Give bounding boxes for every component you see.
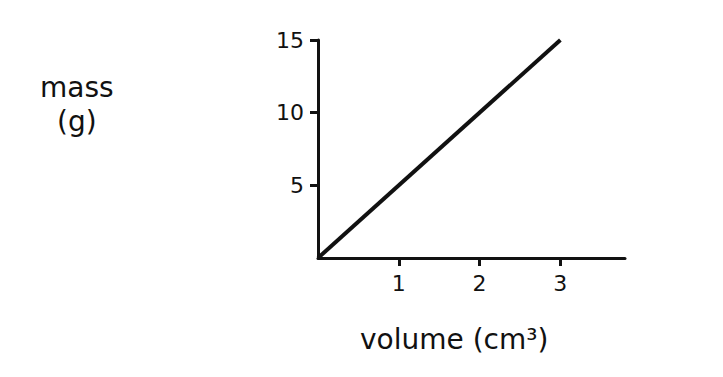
svg-text:3: 3 <box>553 271 567 296</box>
svg-text:10: 10 <box>276 100 304 125</box>
svg-text:15: 15 <box>276 28 304 53</box>
svg-text:volume (cm³): volume (cm³) <box>360 323 548 356</box>
svg-text:mass: mass <box>40 71 114 104</box>
svg-text:(g): (g) <box>57 105 97 138</box>
svg-text:2: 2 <box>473 271 487 296</box>
svg-text:1: 1 <box>392 271 406 296</box>
svg-text:5: 5 <box>290 173 304 198</box>
